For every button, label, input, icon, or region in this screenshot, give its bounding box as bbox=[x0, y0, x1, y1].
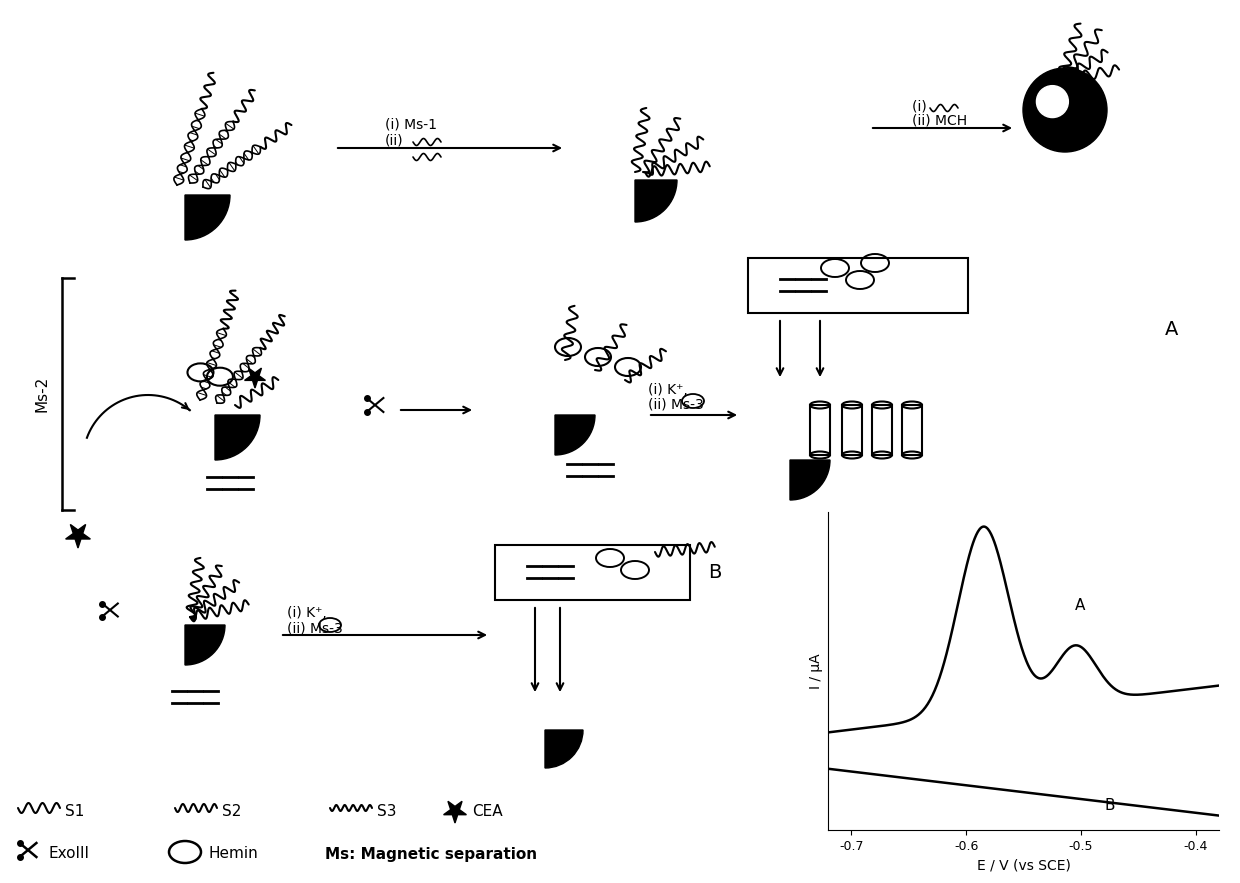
Polygon shape bbox=[444, 801, 466, 823]
Text: (i) Ms-1: (i) Ms-1 bbox=[384, 118, 436, 132]
Text: Ms-2: Ms-2 bbox=[35, 376, 50, 412]
Wedge shape bbox=[790, 460, 830, 500]
Text: (ii) Ms-3: (ii) Ms-3 bbox=[649, 398, 704, 412]
Wedge shape bbox=[185, 625, 224, 665]
Text: (i): (i) bbox=[911, 99, 931, 113]
Bar bbox=[748, 258, 968, 313]
Text: S1: S1 bbox=[64, 804, 84, 819]
Polygon shape bbox=[66, 525, 91, 548]
Text: A: A bbox=[1166, 320, 1178, 339]
Text: S3: S3 bbox=[377, 804, 397, 819]
Text: Hemin: Hemin bbox=[208, 847, 258, 862]
Text: B: B bbox=[1104, 798, 1115, 813]
Text: B: B bbox=[708, 562, 722, 582]
Text: (i) K⁺,: (i) K⁺, bbox=[286, 606, 327, 620]
Wedge shape bbox=[185, 195, 229, 240]
Text: (ii) MCH: (ii) MCH bbox=[911, 113, 967, 127]
Text: A: A bbox=[1075, 598, 1086, 613]
Bar bbox=[872, 405, 892, 455]
Text: (i) K⁺,: (i) K⁺, bbox=[649, 383, 688, 397]
Wedge shape bbox=[546, 730, 583, 768]
Text: (ii): (ii) bbox=[384, 133, 404, 147]
Bar bbox=[842, 405, 862, 455]
Bar bbox=[901, 405, 923, 455]
Text: S2: S2 bbox=[222, 804, 242, 819]
Text: ExoIII: ExoIII bbox=[48, 847, 89, 862]
Text: CEA: CEA bbox=[472, 804, 502, 819]
Circle shape bbox=[1037, 86, 1069, 117]
Bar bbox=[810, 405, 830, 455]
Wedge shape bbox=[215, 415, 260, 460]
Circle shape bbox=[1023, 68, 1107, 152]
Polygon shape bbox=[244, 368, 265, 388]
Wedge shape bbox=[635, 180, 677, 222]
Y-axis label: I / μA: I / μA bbox=[808, 653, 823, 689]
Text: (ii) Ms-3: (ii) Ms-3 bbox=[286, 621, 342, 635]
Text: Ms: Magnetic separation: Ms: Magnetic separation bbox=[325, 847, 537, 862]
Bar bbox=[495, 545, 689, 600]
X-axis label: E / V (vs SCE): E / V (vs SCE) bbox=[977, 858, 1070, 872]
Wedge shape bbox=[556, 415, 595, 455]
